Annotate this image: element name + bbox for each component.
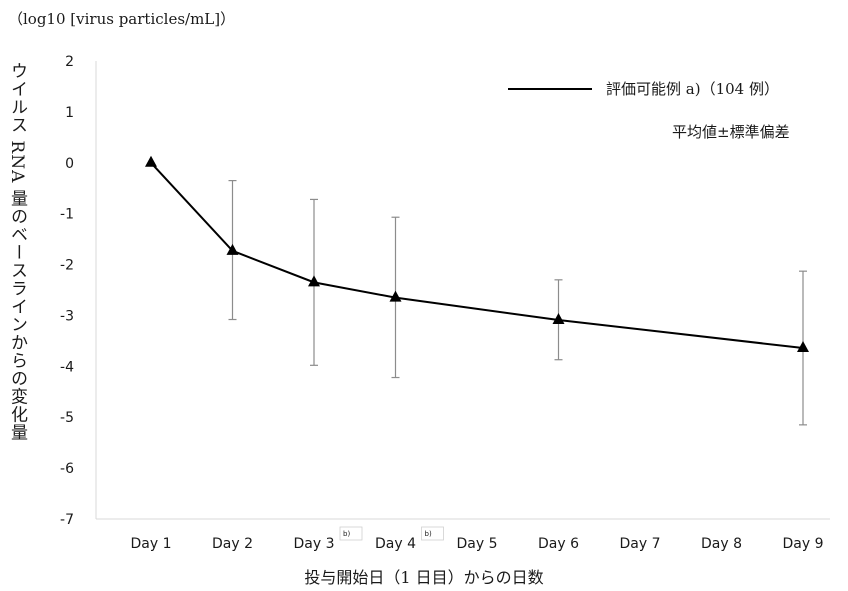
y-tick-label: -3 — [60, 308, 74, 324]
y-tick-label: -2 — [60, 258, 74, 274]
data-point-marker — [389, 290, 402, 302]
y-tick-label: 0 — [65, 156, 74, 172]
data-point-marker — [145, 155, 157, 167]
y-tick-label: -5 — [60, 410, 74, 426]
footnote-marker: b) — [343, 530, 350, 538]
x-tick-label: Day 4 — [375, 536, 416, 552]
data-point-marker — [552, 313, 565, 325]
x-tick-label: Day 3 — [293, 536, 334, 552]
axes: 2 1 0 -1 -2 -3 -4 -5 -6 -7 Day 1 Day 2 Day 3 b) Day 4 b… — [60, 54, 830, 552]
footnote-box — [339, 526, 363, 541]
y-tick-label: 1 — [65, 105, 74, 121]
y-tick-label: -4 — [60, 359, 74, 375]
y-tick-label: -1 — [60, 207, 74, 223]
unit-label: （log10 [virus particles/mL]） — [8, 10, 236, 28]
x-tick-label: Day 2 — [212, 536, 253, 552]
x-axis-label: 投与開始日（1 日目）からの日数 — [304, 568, 544, 587]
series-line — [150, 162, 804, 350]
footnote-box — [421, 526, 444, 541]
y-tick-label: -7 — [60, 512, 74, 528]
y-tick-label: -6 — [60, 461, 74, 477]
series-line-path — [150, 162, 804, 350]
x-tick-label: Day 5 — [456, 536, 497, 552]
data-point-marker — [797, 341, 809, 353]
x-tick-label: Day 1 — [130, 536, 171, 552]
series-markers — [145, 155, 809, 353]
statistic-label: 平均値±標準偏差 — [672, 123, 790, 141]
x-tick-label: Day 9 — [782, 536, 823, 552]
footnote-marker: b) — [425, 530, 432, 538]
data-point-marker — [308, 275, 320, 287]
x-tick-label: Day 8 — [701, 536, 742, 552]
x-tick-label: Day 7 — [619, 536, 660, 552]
legend-label: 評価可能例 a)（104 例） — [606, 80, 779, 98]
legend-line-swatch — [508, 88, 592, 90]
data-point-marker — [226, 243, 239, 255]
y-axis-label: ウイルス RNA 量のベースラインからの変化量 — [7, 62, 27, 442]
y-tick-label: 2 — [65, 54, 74, 70]
error-bars — [228, 179, 807, 426]
x-tick-label: Day 6 — [538, 536, 579, 552]
